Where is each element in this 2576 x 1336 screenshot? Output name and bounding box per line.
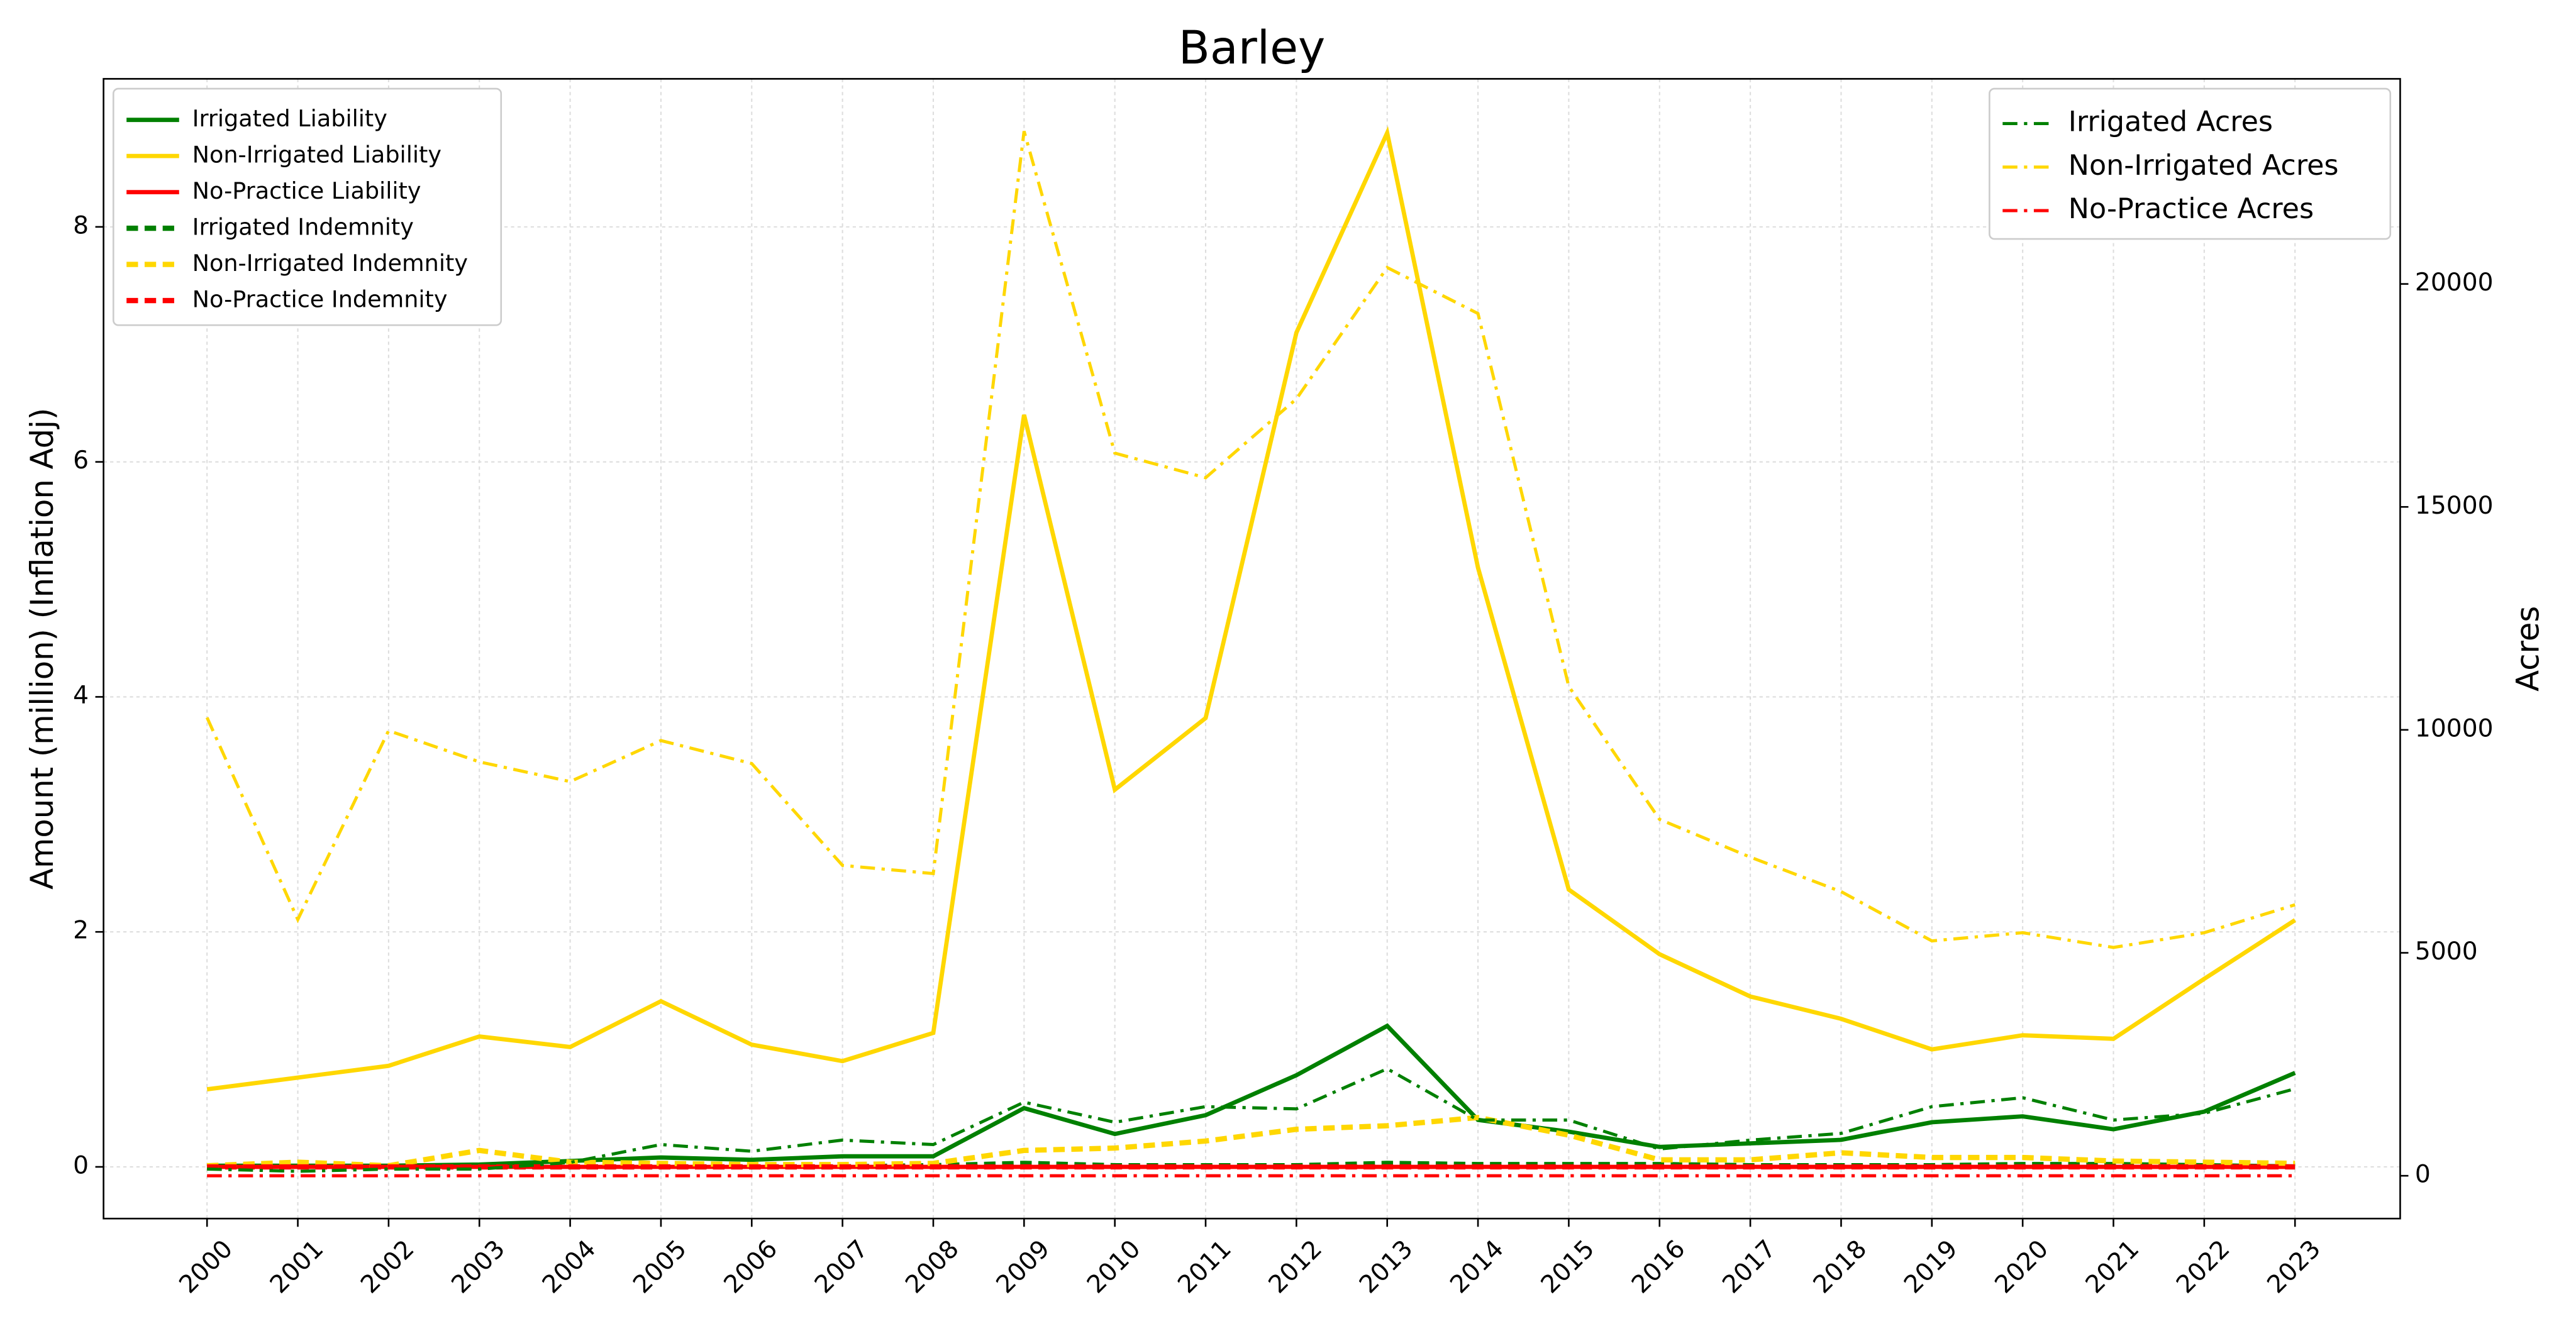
y-tick-label: 6 xyxy=(73,446,89,475)
legend-label: No-Practice Acres xyxy=(2068,193,2314,225)
series-line xyxy=(205,131,2296,949)
y-tick-label: 4 xyxy=(73,682,89,710)
y-tick-label: 0 xyxy=(73,1151,89,1179)
y2-tick-label: 5000 xyxy=(2415,937,2478,966)
y-axis-label: Amount (million) (Inflation Adj) xyxy=(24,408,60,890)
legend-label: No-Practice Liability xyxy=(192,177,421,204)
legend-label: Non-Irrigated Indemnity xyxy=(192,250,468,277)
legend-label: No-Practice Indemnity xyxy=(192,286,448,313)
legend-label: Irrigated Acres xyxy=(2068,106,2273,138)
legend-box xyxy=(112,87,502,326)
legend-label: Irrigated Liability xyxy=(192,105,387,132)
y-tick-label: 8 xyxy=(73,211,89,240)
y-tick-label: 2 xyxy=(73,917,89,945)
legend-label: Irrigated Indemnity xyxy=(192,214,414,241)
legend-box xyxy=(1989,87,2392,240)
y2-tick-label: 15000 xyxy=(2415,492,2494,520)
plot-frame xyxy=(103,78,2401,1220)
series-line xyxy=(206,126,2297,1092)
chart-title: Barley xyxy=(1179,21,1326,75)
y2-tick-label: 0 xyxy=(2415,1161,2431,1189)
legend-label: Non-Irrigated Acres xyxy=(2068,150,2339,182)
series-line xyxy=(207,1115,2296,1169)
legend-label: Non-Irrigated Liability xyxy=(192,141,441,168)
y2-tick-label: 20000 xyxy=(2415,268,2494,297)
y2-axis-label: Acres xyxy=(2509,606,2546,692)
y2-tick-label: 10000 xyxy=(2415,714,2494,743)
series-line xyxy=(207,1067,2296,1173)
